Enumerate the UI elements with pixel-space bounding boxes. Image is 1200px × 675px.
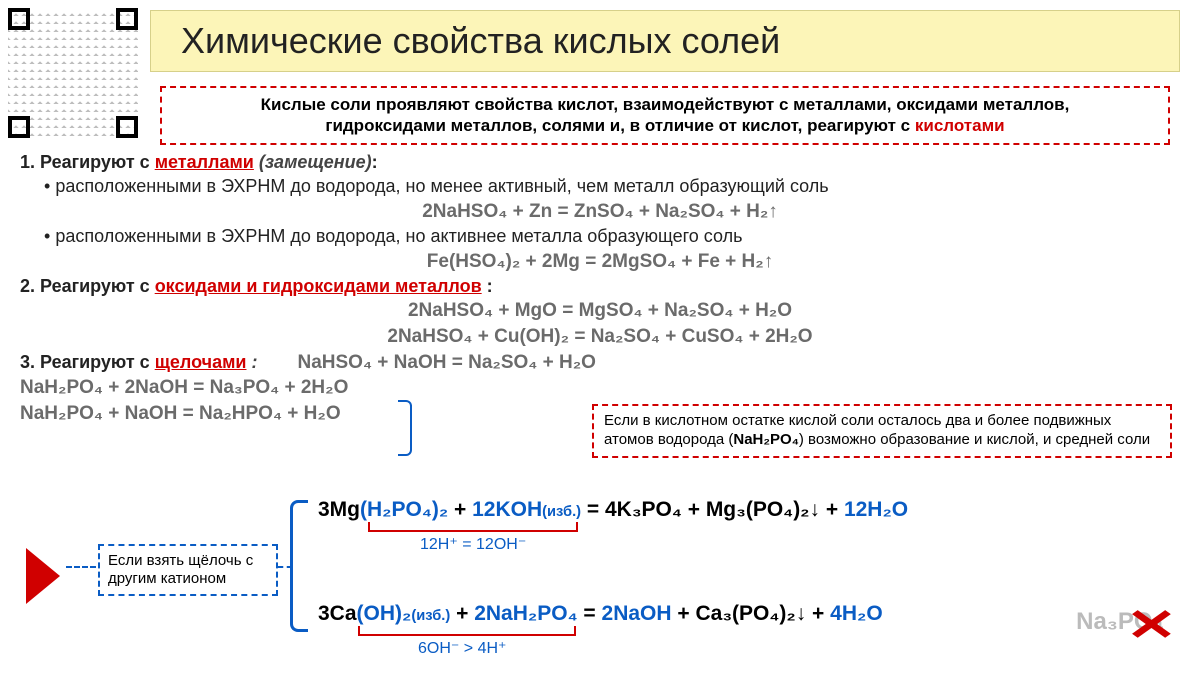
- underbrace-icon: [358, 626, 576, 636]
- bullet-1: расположенными в ЭХРНМ до водорода, но м…: [44, 174, 1180, 198]
- underbrace-label-2: 6OH⁻ > 4H⁺: [418, 638, 506, 658]
- page-title: Химические свойства кислых солей: [150, 10, 1180, 72]
- equation-9: 3Ca(OH)₂(изб.) + 2NaH₂PO₄ = 2NaOH + Ca₃(…: [318, 602, 883, 626]
- heading-3: 3. Реагируют с щелочами :: [20, 350, 257, 376]
- heading-2: 2. Реагируют с оксидами и гидроксидами м…: [20, 274, 1180, 298]
- equation-8: 3Mg(H₂PO₄)₂ + 12KOH(изб.) = 4K₃PO₄ + Mg₃…: [318, 498, 908, 522]
- note-hydrogen: Если в кислотном остатке кислой соли ост…: [592, 404, 1172, 458]
- equation-4: 2NaHSO₄ + Cu(OH)₂ = Na₂SO₄ + CuSO₄ + 2H₂…: [20, 324, 1180, 350]
- connector-icon: [278, 566, 292, 568]
- underbrace-label-1: 12H⁺ = 12OH⁻: [420, 534, 526, 554]
- qr-corner: [8, 116, 30, 138]
- intro-line2b: кислотами: [915, 116, 1005, 135]
- note-cation: Если взять щёлочь с другим катионом: [98, 544, 278, 596]
- equation-6: NaH₂PO₄ + 2NaOH = Na₃PO₄ + 2H₂O: [20, 375, 1180, 401]
- equation-2: Fe(HSO₄)₂ + 2Mg = 2MgSO₄ + Fe + H₂↑: [20, 249, 1180, 275]
- strike-x-icon: ✕: [1126, 600, 1178, 651]
- connector-icon: [66, 566, 96, 568]
- content-area: 1. Реагируют с металлами (замещение): ра…: [20, 150, 1180, 427]
- qr-corner: [116, 8, 138, 30]
- qr-corner: [116, 116, 138, 138]
- bullet-2: расположенными в ЭХРНМ до водорода, но а…: [44, 224, 1180, 248]
- brace-icon: [290, 500, 308, 632]
- underbrace-icon: [368, 522, 578, 532]
- equation-3: 2NaHSO₄ + MgO = MgSO₄ + Na₂SO₄ + H₂O: [20, 298, 1180, 324]
- qr-corner: [8, 8, 30, 30]
- bracket-icon: [398, 400, 412, 456]
- intro-line2a: гидроксидами металлов, солями и, в отлич…: [325, 116, 915, 135]
- equation-5: NaHSO₄ + NaOH = Na₂SO₄ + H₂O: [297, 350, 595, 376]
- equation-1: 2NaHSO₄ + Zn = ZnSO₄ + Na₂SO₄ + H₂↑: [20, 199, 1180, 225]
- heading-1: 1. Реагируют с металлами (замещение):: [20, 150, 1180, 174]
- intro-box: Кислые соли проявляют свойства кислот, в…: [160, 86, 1170, 145]
- intro-line1: Кислые соли проявляют свойства кислот, в…: [261, 95, 1070, 114]
